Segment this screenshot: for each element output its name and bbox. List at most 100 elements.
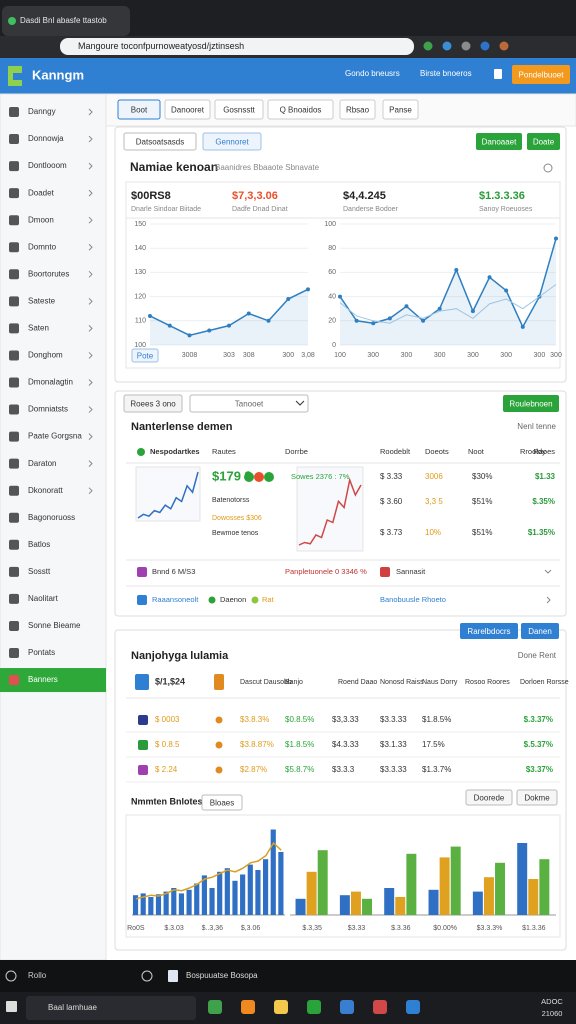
- tag[interactable]: [201, 794, 243, 811]
- sidebar-item[interactable]: Bagonoruoss: [28, 513, 75, 522]
- toolbar-tab[interactable]: [164, 99, 211, 120]
- select[interactable]: [123, 394, 183, 413]
- footer-item: Rat: [262, 595, 275, 604]
- sidebar-chevron: [88, 189, 93, 197]
- bar: [350, 891, 361, 915]
- toolbar-tab[interactable]: [382, 99, 419, 120]
- outline-button[interactable]: [465, 789, 513, 806]
- panel-title: Nanterlense demen: [131, 421, 233, 433]
- header-link[interactable]: Birste bnoeros: [420, 69, 472, 78]
- bar: [317, 850, 328, 915]
- green-button[interactable]: [527, 133, 560, 150]
- toolbar-tab[interactable]: [214, 99, 264, 120]
- taskbar-app[interactable]: [241, 1000, 255, 1014]
- sidebar-icon: [9, 323, 19, 334]
- sidebar-chevron: [88, 379, 93, 386]
- dropdown[interactable]: [189, 394, 309, 413]
- table-header: Banjo: [285, 679, 303, 686]
- refresh-icon: [543, 163, 553, 173]
- toolbar-tab-label: Panse: [389, 106, 412, 115]
- header-button[interactable]: [512, 65, 570, 84]
- sidebar-item[interactable]: Dontlooom: [28, 161, 67, 170]
- table-cell: $0.8.5%: [285, 715, 314, 724]
- sidebar-item[interactable]: Sosstt: [28, 567, 51, 576]
- point: [554, 236, 558, 241]
- green-button[interactable]: [476, 133, 522, 150]
- bar: [194, 883, 200, 915]
- outline-button[interactable]: [516, 789, 558, 806]
- bar: [201, 875, 207, 915]
- blue-button-label: Rarelbdocrs: [467, 627, 510, 636]
- clock: ADOC: [541, 997, 563, 1006]
- browser-icon[interactable]: [480, 41, 490, 51]
- browser-icon[interactable]: [442, 41, 452, 51]
- stat-label: Danderse Bodoer: [343, 206, 399, 213]
- sidebar-item[interactable]: Banners: [28, 675, 58, 684]
- taskbar-app[interactable]: [274, 1000, 288, 1014]
- table-cell: $3.8.87%: [240, 740, 274, 749]
- sidebar-item[interactable]: Sonne Bieame: [28, 621, 81, 630]
- sidebar-item[interactable]: Batlos: [28, 540, 50, 549]
- bar: [155, 894, 162, 915]
- taskbar-app[interactable]: [373, 1000, 387, 1014]
- toolbar-tab[interactable]: [117, 99, 161, 120]
- bar: [140, 893, 146, 915]
- browser-icon[interactable]: [499, 41, 509, 51]
- sidebar-item[interactable]: Domnto: [28, 242, 57, 251]
- select-label: Roees 3 ono: [130, 400, 176, 409]
- sidebar-item[interactable]: Donghom: [28, 351, 63, 360]
- table-cell: $1.8.5%: [285, 740, 314, 749]
- sidebar-item[interactable]: Dkonoratt: [28, 486, 63, 495]
- filter[interactable]: [202, 132, 262, 151]
- sidebar-item[interactable]: Naolitart: [28, 594, 59, 603]
- sidebar-item[interactable]: Saten: [28, 324, 49, 333]
- green-button[interactable]: [503, 395, 559, 412]
- search-box[interactable]: [26, 996, 196, 1020]
- toolbar-tab[interactable]: [267, 99, 334, 120]
- select[interactable]: [123, 132, 197, 151]
- blue-button[interactable]: [460, 623, 518, 639]
- sidebar-item[interactable]: Sateste: [28, 296, 56, 305]
- header-link[interactable]: Gondo bneusrs: [345, 69, 400, 78]
- sidebar-item[interactable]: Daraton: [28, 459, 56, 468]
- x-tick-label: 300: [401, 352, 413, 359]
- sidebar-item[interactable]: Pontats: [28, 648, 55, 657]
- toolbar-tab[interactable]: [339, 99, 376, 120]
- sidebar-item[interactable]: Dmoon: [28, 215, 54, 224]
- taskbar-app[interactable]: [406, 1000, 420, 1014]
- sidebar-chevron: [88, 352, 93, 359]
- outline-button-label: Doorede: [474, 794, 505, 803]
- start-button[interactable]: [6, 1001, 17, 1012]
- bar: [278, 852, 284, 915]
- row-icon: [137, 567, 147, 577]
- sidebar-item[interactable]: Boortorutes: [28, 269, 69, 278]
- tab-title: Dasdi Bnl abasfe ttastob: [20, 16, 107, 25]
- legend-button[interactable]: [131, 348, 159, 363]
- footer-item: Daenon: [220, 595, 246, 604]
- browser-icon[interactable]: [423, 41, 433, 51]
- bar: [306, 871, 317, 915]
- sidebar-item[interactable]: Paate Gorgsna: [28, 432, 82, 441]
- blue-button[interactable]: [521, 623, 559, 639]
- sidebar-item[interactable]: Doadet: [28, 188, 55, 197]
- sidebar-item[interactable]: Donnowja: [28, 134, 64, 143]
- stat-label: Dadfe Dnad Dinat: [232, 206, 288, 213]
- taskbar-app[interactable]: [208, 1000, 222, 1014]
- table-header: Dorloen Rorsse: [520, 679, 569, 686]
- table-cell: $3.3.33: [380, 715, 407, 724]
- x-tick-label: 300: [534, 352, 546, 359]
- row-dot: [215, 741, 223, 749]
- status-label: Bospuuatse Bosopa: [186, 971, 258, 980]
- x-tick-label: 3,08: [301, 352, 315, 359]
- sidebar-item[interactable]: Danngy: [28, 107, 56, 116]
- sidebar-item[interactable]: Domniatsts: [28, 405, 68, 414]
- sidebar-item[interactable]: Dmonalagtin: [28, 378, 73, 387]
- spark-box: [135, 466, 201, 522]
- browser-icon[interactable]: [461, 41, 471, 51]
- taskbar-app[interactable]: [307, 1000, 321, 1014]
- sidebar-icon: [9, 188, 19, 199]
- url-field[interactable]: [60, 38, 414, 55]
- stat-value: $00RS8: [131, 190, 171, 202]
- taskbar-app[interactable]: [340, 1000, 354, 1014]
